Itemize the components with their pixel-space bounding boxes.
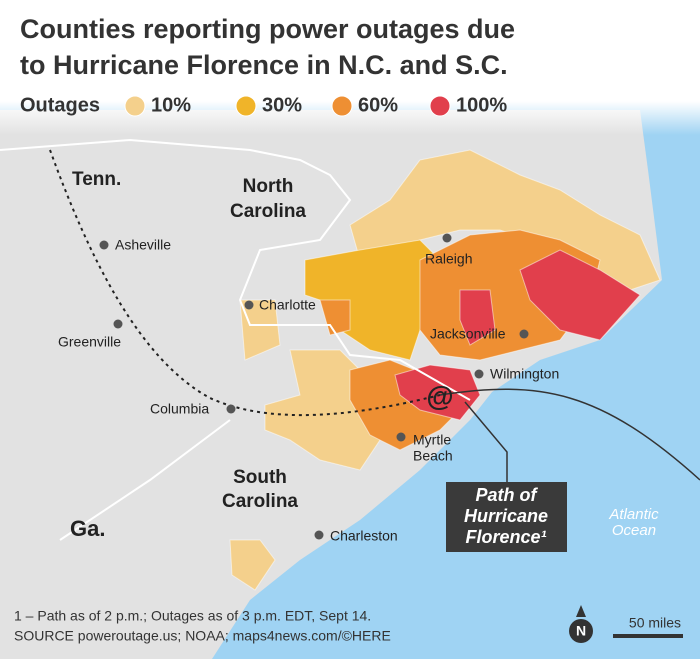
region (319, 299, 351, 336)
city-label: Beach (413, 448, 453, 464)
city-dot (226, 404, 236, 414)
city-dot (474, 369, 484, 379)
outage-regions (229, 149, 661, 591)
region (239, 299, 281, 361)
title-line: Counties reporting power outages due (20, 14, 515, 44)
legend-item-label: 10% (151, 94, 191, 116)
city-dot (442, 233, 452, 243)
city-label: Charlotte (259, 297, 316, 313)
city-label: Raleigh (425, 251, 472, 267)
callout-text: Hurricane (464, 506, 548, 526)
scale-bar (613, 634, 683, 638)
city-label: Charleston (330, 528, 398, 544)
hurricane-track (439, 388, 700, 481)
state-border (59, 419, 231, 541)
state-label: Carolina (222, 491, 298, 512)
city-dot (396, 432, 406, 442)
city-label: Asheville (115, 237, 171, 253)
city-dot (113, 319, 123, 329)
hurricane-icon: @ (426, 380, 453, 411)
state-labels: Tenn. North Carolina South Carolina Ga. (70, 169, 306, 541)
legend-item-label: 60% (358, 94, 398, 116)
callout: Path of Hurricane Florence¹ (446, 482, 567, 552)
state-label: North (243, 176, 294, 197)
region (229, 539, 276, 591)
state-label: Ga. (70, 516, 105, 541)
title-line: to Hurricane Florence in N.C. and S.C. (20, 50, 508, 80)
legend-label: Outages (20, 94, 100, 116)
legend-swatch (429, 95, 451, 117)
city-label: Myrtle (413, 432, 451, 448)
city-dot (314, 530, 324, 540)
compass (569, 619, 593, 643)
source: SOURCE poweroutage.us; NOAA; maps4news.c… (14, 628, 391, 644)
compass-arrow (576, 605, 586, 617)
legend-item-label: 30% (262, 94, 302, 116)
callout-line (464, 401, 508, 482)
scale-label: 50 miles (629, 615, 681, 631)
legend-swatch (235, 95, 257, 117)
city-dot (99, 240, 109, 250)
callout-text: Florence¹ (465, 527, 546, 547)
ocean-label: Atlantic (608, 506, 659, 523)
cities: Asheville Charlotte Greenville Columbia … (58, 233, 559, 544)
legend: 10% 30% 60% 100% (124, 94, 507, 117)
region (304, 239, 441, 361)
state-label: Tenn. (72, 169, 121, 190)
city-label: Jacksonville (430, 326, 506, 342)
compass-label: N (576, 623, 586, 639)
callout-box (446, 482, 567, 552)
state-label: South (233, 467, 287, 488)
region (459, 289, 496, 346)
hurricane-forecast-path (49, 149, 441, 417)
legend-swatch (331, 95, 353, 117)
city-label: Wilmington (490, 366, 559, 382)
state-label: Carolina (230, 201, 306, 222)
footnote: 1 – Path as of 2 p.m.; Outages as of 3 p… (14, 608, 371, 624)
city-label: Greenville (58, 334, 121, 350)
ocean-label: Ocean (612, 522, 656, 539)
city-label: Columbia (150, 401, 209, 417)
legend-swatch (124, 95, 146, 117)
callout-text: Path of (476, 485, 539, 505)
legend-item-label: 100% (456, 94, 507, 116)
region (519, 249, 641, 341)
state-border (0, 138, 471, 401)
city-dot (244, 300, 254, 310)
city-dot (519, 329, 529, 339)
